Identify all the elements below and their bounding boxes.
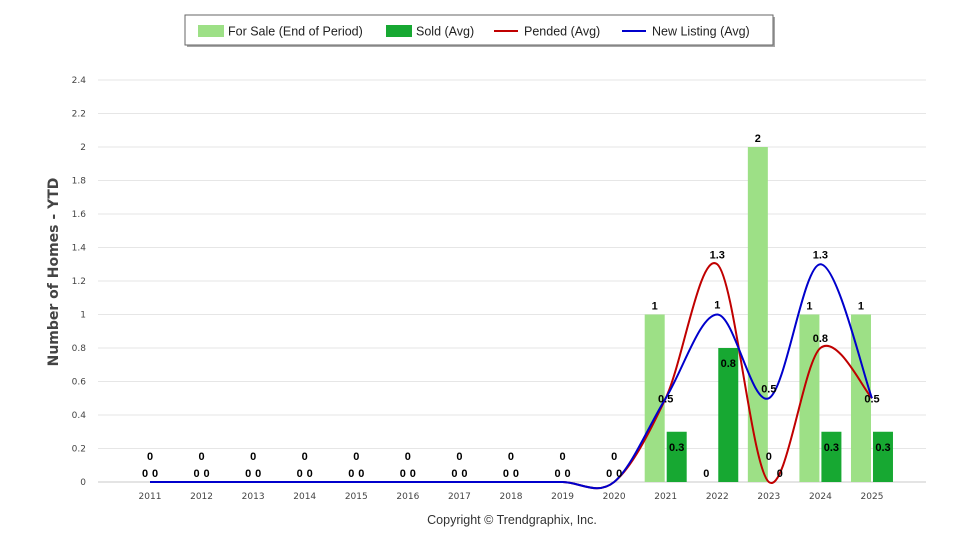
x-tick-label: 2021 bbox=[654, 492, 677, 502]
legend-label: For Sale (End of Period) bbox=[228, 25, 363, 39]
label-sold: 0 bbox=[204, 468, 210, 480]
label-sold: 0 bbox=[358, 468, 364, 480]
label-sold: 0 bbox=[307, 468, 313, 480]
y-tick-label: 0.2 bbox=[72, 445, 86, 455]
x-tick-label: 2016 bbox=[396, 492, 419, 502]
label-for-sale: 2 bbox=[755, 133, 761, 145]
x-tick-label: 2020 bbox=[603, 492, 626, 502]
y-tick-label: 2.4 bbox=[72, 76, 87, 86]
label-pended: 0 bbox=[766, 451, 772, 463]
y-axis-ticks: 0 0.2 0.4 0.6 0.8 1 1.2 1.4 1.6 1.8 2 2.2 2.4 bbox=[72, 76, 87, 488]
label-for-sale: 0 bbox=[142, 468, 148, 480]
label-sold: 0 bbox=[564, 468, 570, 480]
label-sold: 0 bbox=[255, 468, 261, 480]
bar-sold bbox=[718, 348, 739, 482]
legend-label: New Listing (Avg) bbox=[652, 25, 750, 39]
copyright-text: Copyright © Trendgraphix, Inc. bbox=[427, 513, 597, 527]
label-new-listing: 0.5 bbox=[761, 383, 776, 395]
label-for-sale: 0 bbox=[400, 468, 406, 480]
label-new-listing: 0 bbox=[302, 451, 308, 463]
label-sold: 0 bbox=[461, 468, 467, 480]
label-for-sale: 0 bbox=[451, 468, 457, 480]
label-for-sale: 1 bbox=[652, 301, 658, 313]
label-sold: 0.3 bbox=[824, 442, 839, 454]
label-pended: 1.3 bbox=[710, 249, 725, 261]
y-tick-label: 0.6 bbox=[72, 378, 87, 388]
x-tick-label: 2022 bbox=[706, 492, 729, 502]
bar-for-sale bbox=[747, 147, 768, 482]
label-for-sale: 0 bbox=[297, 468, 303, 480]
label-new-listing: 1 bbox=[714, 300, 720, 312]
label-for-sale: 0 bbox=[245, 468, 251, 480]
x-tick-label: 2025 bbox=[861, 492, 884, 502]
line-new-listing bbox=[150, 263, 873, 490]
label-for-sale: 0 bbox=[194, 468, 200, 480]
x-tick-label: 2011 bbox=[139, 492, 162, 502]
x-tick-label: 2014 bbox=[293, 492, 316, 502]
bar-sold bbox=[872, 431, 893, 482]
label-new-listing: 0 bbox=[353, 451, 359, 463]
legend-swatch-sold bbox=[386, 25, 412, 37]
x-tick-label: 2012 bbox=[190, 492, 213, 502]
label-new-listing: 1.3 bbox=[813, 249, 828, 261]
x-tick-label: 2024 bbox=[809, 492, 832, 502]
label-new-listing: 0 bbox=[147, 451, 153, 463]
label-new-listing: 0 bbox=[508, 451, 514, 463]
bar-for-sale bbox=[644, 314, 665, 482]
label-new-listing: 0 bbox=[456, 451, 462, 463]
label-for-sale: 1 bbox=[858, 301, 864, 313]
label-sold: 0.3 bbox=[669, 442, 684, 454]
y-tick-label: 1.4 bbox=[72, 244, 87, 254]
label-new-listing: 0 bbox=[199, 451, 205, 463]
bar-sold bbox=[821, 431, 842, 482]
data-labels: 0 000 000 000 000 000 000 000 000 000 0010.30.500.… bbox=[142, 133, 891, 480]
x-tick-label: 2013 bbox=[242, 492, 265, 502]
label-sold: 0.8 bbox=[721, 358, 736, 370]
legend-label: Sold (Avg) bbox=[416, 25, 474, 39]
label-for-sale: 0 bbox=[554, 468, 560, 480]
label-sold: 0.3 bbox=[875, 442, 890, 454]
y-tick-label: 1.2 bbox=[72, 277, 86, 287]
legend-swatch-for-sale bbox=[198, 25, 224, 37]
label-for-sale: 1 bbox=[806, 301, 812, 313]
label-sold: 0 bbox=[513, 468, 519, 480]
label-for-sale: 0 bbox=[503, 468, 509, 480]
label-new-listing: 0 bbox=[405, 451, 411, 463]
bar-for-sale bbox=[850, 314, 871, 482]
label-new-listing: 0.5 bbox=[658, 393, 673, 405]
y-tick-label: 0.4 bbox=[72, 411, 87, 421]
y-tick-label: 2.2 bbox=[72, 110, 86, 120]
bar-sold bbox=[666, 431, 687, 482]
x-tick-label: 2019 bbox=[551, 492, 574, 502]
y-tick-label: 1.8 bbox=[72, 177, 87, 187]
label-sold: 0 bbox=[410, 468, 416, 480]
y-tick-label: 1.6 bbox=[72, 210, 87, 220]
legend-box bbox=[184, 14, 774, 46]
label-new-listing: 0 bbox=[559, 451, 565, 463]
y-axis-label: Number of Homes - YTD bbox=[46, 178, 62, 367]
label-new-listing: 0 bbox=[250, 451, 256, 463]
x-tick-label: 2015 bbox=[345, 492, 368, 502]
label-new-listing: 0 bbox=[611, 451, 617, 463]
label-sold: 0 bbox=[616, 468, 622, 480]
y-tick-label: 2 bbox=[80, 143, 86, 153]
label-new-listing: 0.5 bbox=[864, 393, 879, 405]
x-tick-label: 2023 bbox=[757, 492, 780, 502]
label-sold: 0 bbox=[152, 468, 158, 480]
label-sold: 0 bbox=[777, 468, 783, 480]
legend-label: Pended (Avg) bbox=[524, 25, 600, 39]
y-tick-label: 0.8 bbox=[72, 344, 87, 354]
y-tick-label: 1 bbox=[80, 311, 86, 321]
label-pended: 0.8 bbox=[813, 333, 828, 345]
x-tick-label: 2018 bbox=[500, 492, 523, 502]
label-for-sale: 0 bbox=[348, 468, 354, 480]
x-axis-ticks: 2011 2012 2013 2014 2015 2016 2017 2018 2019 2020… bbox=[139, 492, 884, 502]
y-tick-label: 0 bbox=[80, 478, 86, 488]
lines bbox=[150, 262, 873, 490]
x-tick-label: 2017 bbox=[448, 492, 471, 502]
legend: For Sale (End of Period) Sold (Avg) Pended… bbox=[184, 14, 775, 47]
label-for-sale: 0 bbox=[703, 468, 709, 480]
label-for-sale: 0 bbox=[606, 468, 612, 480]
